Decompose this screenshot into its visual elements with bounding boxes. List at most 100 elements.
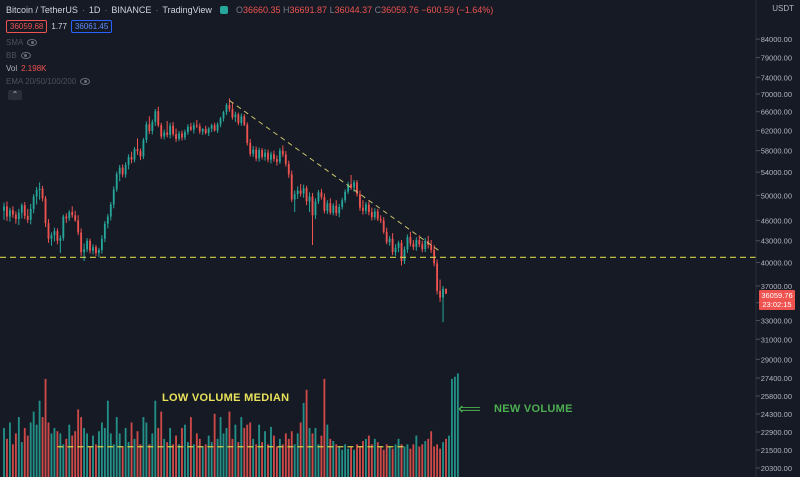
volume-bar xyxy=(178,444,180,477)
currency-selector[interactable]: USDT xyxy=(772,4,794,13)
eye-icon[interactable] xyxy=(20,52,31,59)
candle-body xyxy=(11,210,14,215)
candle-body xyxy=(240,116,243,123)
candle-body xyxy=(9,210,11,217)
candle-body xyxy=(213,125,216,131)
volume-bar xyxy=(275,446,278,477)
indicator-sma[interactable]: SMA xyxy=(6,38,38,47)
volume-bar xyxy=(222,433,225,477)
candle-body xyxy=(151,121,154,132)
last-price-tag: 36059.76 23:02:15 xyxy=(759,290,795,310)
volume-bar xyxy=(100,422,103,477)
volume-bar xyxy=(172,444,175,477)
candle-body xyxy=(92,247,94,251)
volume-bar xyxy=(77,409,80,477)
volume-bar xyxy=(103,427,106,477)
candle-body xyxy=(109,204,112,217)
volume-bar xyxy=(181,427,183,477)
candle-body xyxy=(376,211,379,220)
volume-bar xyxy=(6,438,8,477)
volume-bar xyxy=(213,413,216,477)
axis-tick-label: 58000.00 xyxy=(761,147,792,156)
candle-body xyxy=(394,247,397,253)
volume-bar xyxy=(347,448,350,477)
volume-bar xyxy=(14,433,17,477)
candle-body xyxy=(41,188,44,199)
axis-tick-label: 50000.00 xyxy=(761,191,792,200)
volume-bar xyxy=(335,444,338,477)
candle-body xyxy=(320,192,323,198)
volume-bar xyxy=(433,446,436,477)
symbol-name[interactable]: Bitcoin / TetherUS xyxy=(6,5,78,15)
volume-bar xyxy=(201,446,204,477)
volume-bar xyxy=(421,444,424,477)
candle-body xyxy=(362,207,364,211)
candle-body xyxy=(184,132,186,138)
candle-body xyxy=(198,126,201,132)
axis-tick-label: 43000.00 xyxy=(761,237,792,246)
volume-bar xyxy=(56,431,59,477)
indicator-volume[interactable]: Vol 2.198K xyxy=(6,64,47,73)
candle-body xyxy=(71,212,74,216)
candle-body xyxy=(6,206,8,217)
volume-bar xyxy=(175,435,177,477)
eye-icon[interactable] xyxy=(80,78,91,85)
price-axis: 84000.00 79000.00 74000.00 70000.00 66000.00… xyxy=(755,0,792,477)
volume-bar xyxy=(436,444,439,477)
volume-bar xyxy=(38,400,41,477)
candle-body xyxy=(160,125,163,137)
candle-body xyxy=(370,212,373,218)
volume-bar xyxy=(44,378,47,477)
indicator-bb[interactable]: BB xyxy=(6,51,31,60)
volume-bar xyxy=(293,444,296,477)
volume-bar xyxy=(145,422,148,477)
volume-bar xyxy=(160,411,163,477)
annotation-new-volume: NEW VOLUME xyxy=(494,403,573,415)
volume-bar xyxy=(302,402,305,477)
candle-body xyxy=(65,216,68,219)
candle-body xyxy=(142,139,145,157)
buy-price-button[interactable]: 36061.45 xyxy=(70,20,113,33)
ohlc-values: O36660.35 H36691.87 L36044.37 C36059.76 … xyxy=(235,5,494,15)
axis-tick-label: 27400.00 xyxy=(761,374,792,383)
candle-body xyxy=(112,189,115,205)
eye-icon[interactable] xyxy=(27,39,38,46)
volume-bar xyxy=(23,427,26,477)
candle-body xyxy=(100,238,103,250)
candle-body xyxy=(124,164,127,175)
candle-body xyxy=(311,196,314,216)
volume-bar xyxy=(243,427,246,477)
candle-body xyxy=(210,125,213,129)
volume-bar xyxy=(121,446,124,477)
volume-bar xyxy=(287,438,290,477)
volume-bar xyxy=(453,376,456,477)
collapse-indicators-button[interactable]: ⌃ xyxy=(8,90,22,100)
candle-body xyxy=(86,240,88,250)
candle-body xyxy=(115,173,118,190)
volume-bar xyxy=(154,400,157,477)
axis-tick-label: 29000.00 xyxy=(761,355,792,364)
sell-price-button[interactable]: 36059.68 xyxy=(6,20,48,33)
candle-body xyxy=(83,249,86,253)
candle-body xyxy=(308,196,311,202)
interval[interactable]: 1D xyxy=(88,5,101,15)
spread-value: 1.77 xyxy=(51,22,67,31)
volume-bar xyxy=(326,424,329,477)
volume-bar xyxy=(299,422,302,477)
candle-body xyxy=(332,205,335,213)
candle-body xyxy=(264,152,266,157)
volume-bar xyxy=(323,378,326,477)
candle-body xyxy=(44,198,47,224)
volume-bar xyxy=(456,373,459,477)
candle-body xyxy=(412,243,415,248)
indicator-ema[interactable]: EMA 20/50/100/200 xyxy=(6,77,91,86)
candle-body xyxy=(261,150,264,157)
candle-body xyxy=(344,191,347,201)
volume-bar xyxy=(364,438,367,477)
axis-tick-label: 33000.00 xyxy=(761,316,792,325)
volume-bar xyxy=(320,435,323,477)
volume-bar xyxy=(186,442,189,477)
candle-body xyxy=(246,124,249,143)
volume-bar xyxy=(166,442,169,477)
